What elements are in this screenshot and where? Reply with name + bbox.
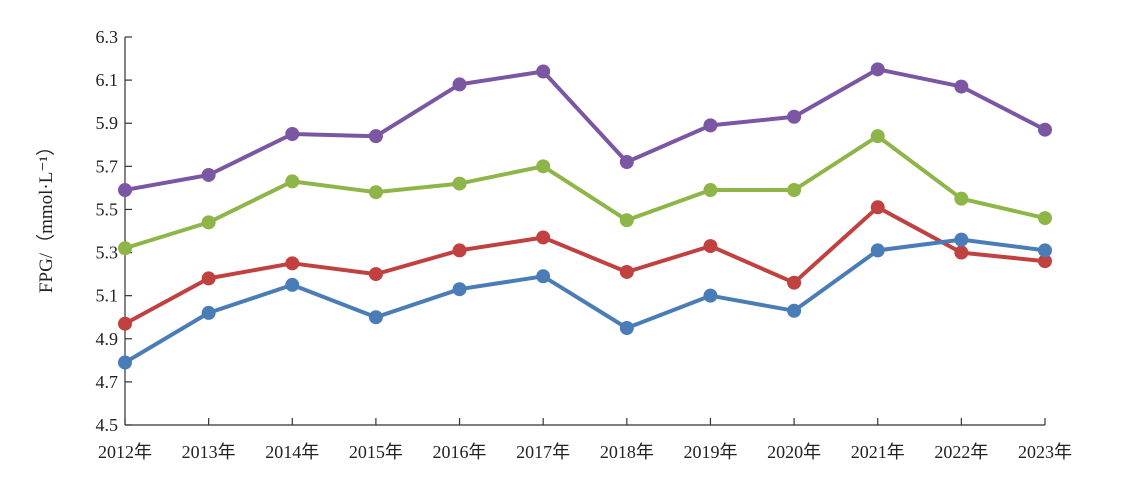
y-tick-label: 5.5	[96, 199, 119, 219]
data-point	[368, 310, 383, 325]
x-tick-label: 2020年	[767, 442, 821, 462]
data-point	[285, 277, 300, 292]
x-tick-label: 2013年	[182, 442, 236, 462]
series-4	[118, 232, 1052, 370]
x-tick-label: 2019年	[683, 442, 737, 462]
data-point	[118, 183, 132, 198]
data-point	[954, 79, 969, 94]
x-tick-label: 2023年	[1018, 442, 1072, 462]
data-point	[703, 288, 718, 303]
data-point	[787, 109, 802, 124]
data-point	[787, 183, 802, 198]
x-tick-label: 2018年	[600, 442, 654, 462]
data-point	[452, 243, 467, 258]
series-layer	[118, 62, 1052, 370]
data-point	[954, 245, 969, 260]
data-point	[201, 167, 216, 182]
series-1	[118, 62, 1052, 198]
data-point	[870, 243, 885, 258]
data-point	[1038, 254, 1052, 269]
data-point	[536, 159, 551, 174]
y-tick-label: 6.3	[96, 27, 119, 47]
series-line	[124, 134, 1046, 251]
data-point	[285, 174, 300, 189]
data-point	[536, 64, 551, 79]
data-point	[285, 127, 300, 141]
series-2	[118, 129, 1052, 256]
data-point	[954, 232, 969, 247]
data-point	[1038, 211, 1052, 226]
data-point	[452, 77, 467, 92]
data-point	[118, 241, 132, 256]
data-point	[619, 264, 634, 279]
data-point	[870, 200, 885, 215]
data-point	[368, 267, 383, 282]
data-point	[619, 321, 634, 335]
data-point	[1038, 122, 1052, 137]
data-point	[368, 129, 383, 144]
data-point	[787, 303, 802, 318]
data-point	[368, 185, 383, 200]
data-point	[954, 191, 969, 206]
y-tick-label: 4.5	[96, 415, 119, 435]
y-tick-label: 4.7	[96, 372, 119, 392]
data-point	[201, 215, 216, 230]
x-tick-label: 2016年	[433, 442, 487, 462]
data-point	[118, 355, 132, 370]
data-point	[201, 305, 216, 320]
data-point	[703, 183, 718, 198]
data-point	[870, 129, 885, 144]
data-point	[870, 62, 885, 77]
data-point	[619, 155, 634, 170]
data-point	[703, 239, 718, 254]
series-line	[124, 67, 1046, 192]
data-point	[201, 271, 216, 286]
data-point	[285, 256, 300, 271]
series-line	[123, 237, 1046, 365]
data-point	[536, 269, 551, 284]
series-3	[118, 200, 1052, 331]
x-tick-label: 2014年	[265, 442, 319, 462]
data-point	[118, 316, 132, 331]
x-tick-label: 2022年	[934, 442, 988, 462]
data-point	[619, 213, 634, 228]
data-point	[452, 282, 467, 297]
y-axis-label: FPG/（mmol·L⁻¹）	[35, 137, 57, 293]
axes: 4.5 4.7 4.9 5.1 5.3 5.5 5.7 5.9 6.1 6.3 2012年 2013年…	[96, 27, 1073, 462]
series-line	[124, 205, 1046, 326]
y-tick-label: 5.3	[96, 243, 119, 263]
x-tick-label: 2015年	[349, 442, 403, 462]
data-point	[1038, 243, 1052, 258]
data-point	[703, 118, 718, 133]
x-tick-label: 2021年	[851, 442, 905, 462]
y-tick-label: 5.1	[96, 286, 119, 306]
y-tick-label: 5.7	[96, 156, 119, 176]
x-tick-label: 2017年	[516, 442, 570, 462]
data-point	[452, 176, 467, 191]
y-tick-label: 6.1	[96, 70, 119, 90]
y-tick-label: 4.9	[96, 329, 119, 349]
data-point	[787, 275, 802, 290]
y-tick-label: 5.9	[96, 113, 119, 133]
x-tick-label: 2012年	[98, 442, 152, 462]
data-point	[536, 230, 551, 245]
